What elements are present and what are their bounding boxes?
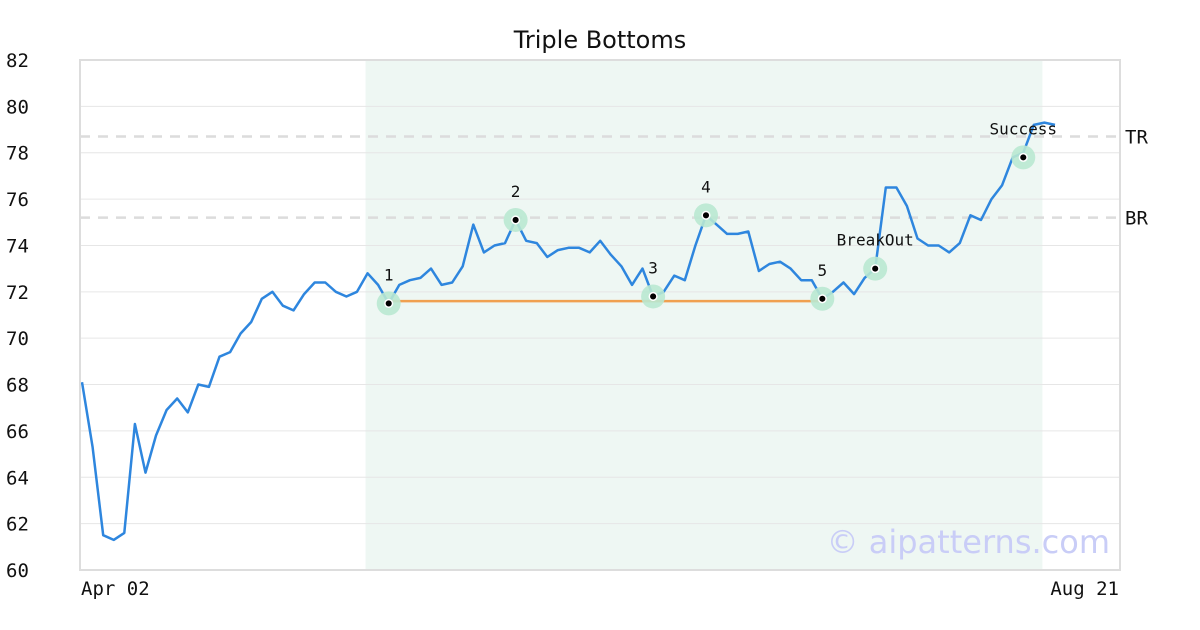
y-tick-label: 76 [6,189,29,211]
axes: 60 62 64 66 68 70 72 74 76 78 80 82 Apr 02 Aug 21 [6,50,1121,600]
gridlines [80,59,1120,571]
y-tick-label: 80 [6,96,29,118]
point-label: Success [990,119,1057,138]
y-tick-label: 66 [6,421,29,443]
y-tick-label: 68 [6,375,29,397]
point-label: 2 [511,182,521,201]
point-marker [701,210,711,220]
level-label-tr: TR [1125,127,1148,149]
chart-title: Triple Bottoms [513,26,687,54]
x-tick-label: Aug 21 [1050,578,1119,600]
y-tick-label: 70 [6,328,29,350]
plot-frame [79,59,1121,571]
point-marker [1018,152,1028,162]
point-marker [384,298,394,308]
point-marker [511,215,521,225]
level-label-br: BR [1125,208,1148,230]
level-lines: TR BR [80,127,1148,230]
y-tick-label: 82 [6,50,29,72]
pattern-region [365,60,1043,570]
point-label: 3 [648,258,658,277]
point-marker [817,294,827,304]
series-line [80,121,1056,542]
y-tick-label: 62 [6,514,29,536]
x-tick-label: Apr 02 [81,578,150,600]
y-tick-label: 64 [6,467,29,489]
point-label: 1 [384,265,394,284]
point-marker [870,264,880,274]
price-series [80,121,1056,542]
pattern-region-layer [365,60,1043,570]
point-label: 4 [701,177,711,196]
pattern-points: 1 2 3 4 5 BreakOut Success [376,119,1057,316]
y-tick-label: 72 [6,282,29,304]
y-tick-label: 60 [6,560,29,582]
watermark: © aipatterns.com [827,523,1110,561]
point-label: 5 [818,261,828,280]
point-label: BreakOut [837,231,914,250]
y-tick-label: 74 [6,235,29,257]
point-marker [648,291,658,302]
y-tick-label: 78 [6,143,29,165]
